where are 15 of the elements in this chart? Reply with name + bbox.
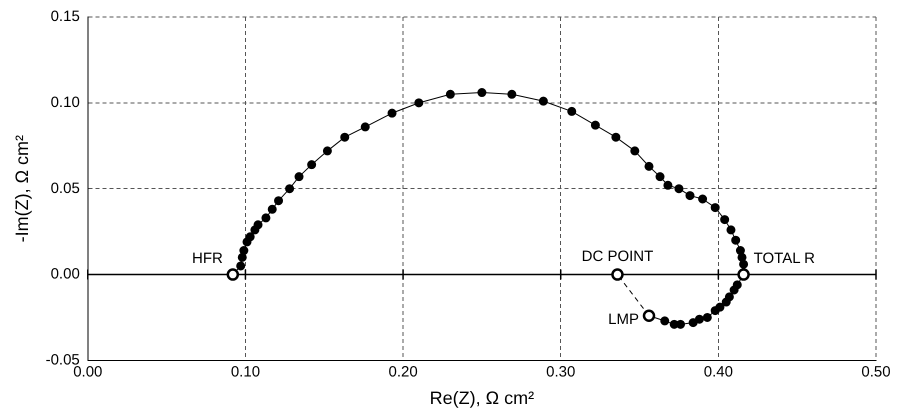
y-tick-label: 0.05 [50,180,80,197]
y-tick-label: 0.15 [50,8,80,26]
x-tick-label: 0.30 [546,364,576,381]
x-tick-label: 0.10 [230,364,260,381]
x-tick-label: 0.40 [704,364,733,381]
x-axis-title: Re(Z), Ω cm² [430,388,534,408]
annotation: DC POINT [582,248,654,266]
annotation: TOTAL R [754,250,816,268]
x-tick-label: 0.20 [388,364,418,381]
annotation: LMP [608,310,639,328]
y-tick-label: 0.00 [50,266,80,283]
y-axis-title: -Im(Z), Ω cm² [12,134,32,242]
annotation: HFR [192,250,223,268]
y-tick-label: 0.10 [50,94,80,111]
x-tick-label: 0.50 [861,364,891,381]
